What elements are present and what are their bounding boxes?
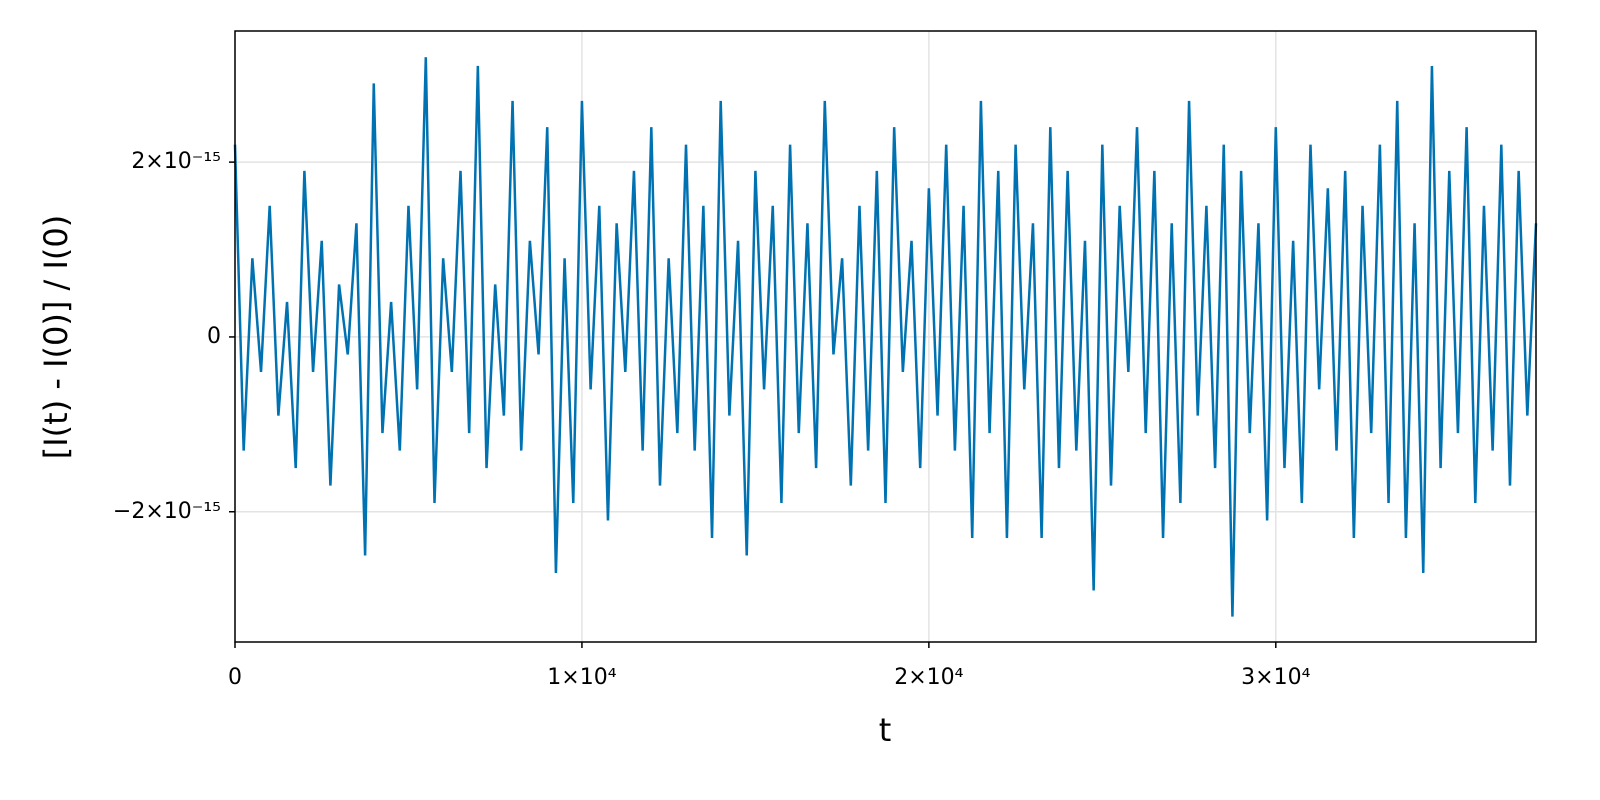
y-tick-label: −2×10⁻¹⁵	[113, 499, 221, 524]
y-axis-title: [I(t) - I(0)] / I(0)	[37, 215, 75, 459]
y-tick-label: 0	[207, 324, 221, 349]
x-tick-label: 2×10⁴	[894, 665, 963, 690]
x-axis-title: t	[879, 711, 892, 749]
x-tick-label: 0	[228, 665, 242, 690]
x-tick-label: 3×10⁴	[1241, 665, 1310, 690]
y-tick-label: 2×10⁻¹⁵	[131, 149, 221, 174]
x-tick-label: 1×10⁴	[547, 665, 616, 690]
data-line	[233, 57, 1538, 617]
plot-area	[233, 57, 1538, 617]
